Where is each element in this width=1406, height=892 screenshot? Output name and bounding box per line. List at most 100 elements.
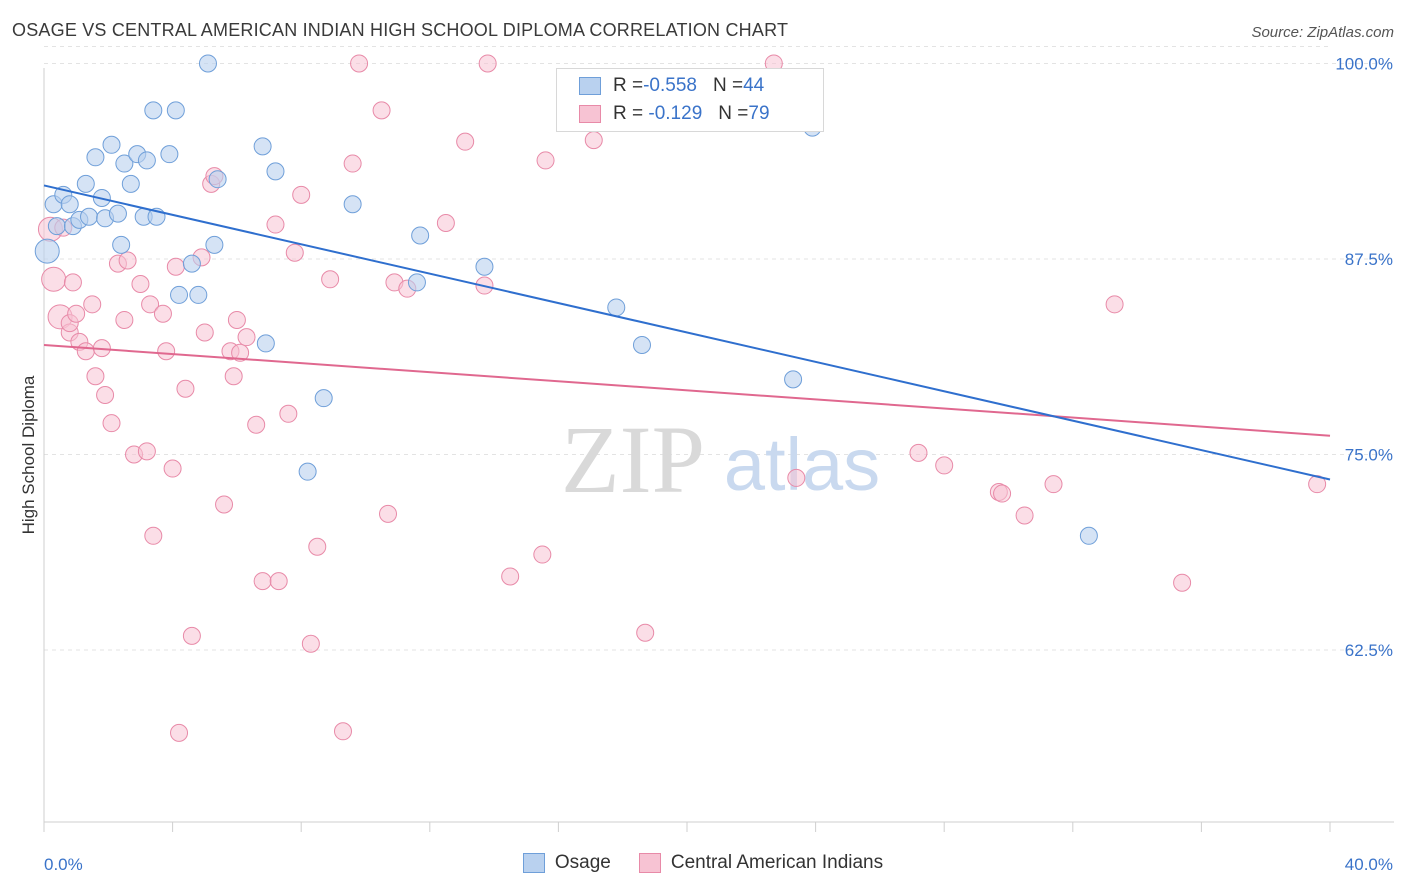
osage-point <box>34 238 60 264</box>
cai-point <box>935 456 954 475</box>
osage-point <box>208 170 227 189</box>
cai-point <box>308 537 327 556</box>
osage-point <box>115 154 134 173</box>
cai-point <box>285 243 304 262</box>
trend-lines <box>43 184 1331 481</box>
cai-point <box>96 386 115 405</box>
r-value: -0.558 <box>643 75 697 96</box>
cai-point <box>787 468 806 487</box>
cai-point <box>350 54 369 73</box>
osage-point <box>198 54 217 73</box>
axes <box>43 68 1394 832</box>
osage-point <box>108 204 127 223</box>
osage-point <box>407 273 426 292</box>
osage-point <box>205 235 224 254</box>
osage-swatch <box>579 77 601 95</box>
cai-point <box>83 295 102 314</box>
cai-point <box>1044 475 1063 494</box>
legend-label: Osage <box>554 852 611 873</box>
tick-labels: 62.5% 75.0% 87.5% 100.0% 0.0% 40.0% <box>44 54 1393 874</box>
cai-point <box>215 495 234 514</box>
series-legend: Osage Central American Indians <box>0 852 1406 874</box>
r-label: R = <box>613 75 644 96</box>
n-value: 79 <box>748 103 770 124</box>
cai-point <box>333 722 352 741</box>
osage-point <box>47 217 66 236</box>
osage-point <box>607 298 626 317</box>
series-central-american-indians <box>37 54 1327 742</box>
cai-point <box>231 343 250 362</box>
legend-row-osage: R = -0.558 N = 44 <box>579 73 764 99</box>
osage-point <box>160 145 179 164</box>
cai-point <box>478 54 497 73</box>
osage-point <box>298 462 317 481</box>
cai-point <box>131 274 150 293</box>
osage-point <box>411 226 430 245</box>
legend-row-cai: R = -0.129 N = 79 <box>579 101 770 127</box>
cai-point <box>1015 506 1034 525</box>
cai-point <box>343 154 362 173</box>
cai-point <box>501 567 520 586</box>
legend-item-cai: Central American Indians <box>638 852 884 874</box>
cai-point <box>993 484 1012 503</box>
osage-point <box>166 101 185 120</box>
cai-point <box>63 273 82 292</box>
legend-item-osage: Osage <box>522 852 611 874</box>
cai-point <box>153 304 172 323</box>
osage-point <box>632 335 651 354</box>
cai-point <box>102 414 121 433</box>
cai-swatch <box>638 853 661 873</box>
osage-point <box>76 174 95 193</box>
grid-lines <box>44 45 1394 651</box>
osage-point <box>314 389 333 408</box>
watermark-zip: ZIP <box>561 406 705 513</box>
osage-point <box>102 135 121 154</box>
cai-point <box>533 545 552 564</box>
cai-point <box>166 257 185 276</box>
y-tick-label: 62.5% <box>1345 641 1393 660</box>
osage-point <box>112 235 131 254</box>
cai-point <box>157 342 176 361</box>
osage-point <box>189 285 208 304</box>
osage-swatch <box>522 853 545 873</box>
cai-point <box>1105 295 1124 314</box>
cai-point <box>266 215 285 234</box>
cai-point <box>292 185 311 204</box>
cai-point <box>118 251 137 270</box>
cai-point <box>1173 573 1192 592</box>
correlation-legend: R = -0.558 N = 44 R = -0.129 N = 79 <box>556 68 824 132</box>
r-label: R = <box>613 103 644 124</box>
osage-point <box>343 195 362 214</box>
cai-point <box>195 323 214 342</box>
osage-point <box>1079 526 1098 545</box>
cai-point <box>182 626 201 645</box>
osage-point <box>266 162 285 181</box>
y-tick-label: 100.0% <box>1335 54 1393 73</box>
cai-point <box>456 132 475 151</box>
watermark-atlas: atlas <box>724 423 880 506</box>
cai-trend-line <box>43 343 1331 437</box>
osage-point <box>170 285 189 304</box>
cai-point <box>170 723 189 742</box>
osage-trend-line <box>43 184 1331 481</box>
cai-point <box>227 310 246 329</box>
cai-point <box>321 270 340 289</box>
n-value: 44 <box>743 75 765 96</box>
x-tick-label: 40.0% <box>1345 855 1393 874</box>
cai-point <box>269 572 288 591</box>
source-note: Source: ZipAtlas.com <box>1251 24 1394 41</box>
cai-point <box>237 328 256 347</box>
cai-point <box>379 504 398 523</box>
cai-point <box>372 101 391 120</box>
cai-point <box>144 526 163 545</box>
cai-point <box>636 623 655 642</box>
osage-point <box>253 137 272 156</box>
cai-point <box>41 266 67 292</box>
osage-point <box>182 254 201 273</box>
osage-point <box>256 334 275 353</box>
cai-point <box>247 415 266 434</box>
legend-label: Central American Indians <box>670 852 884 873</box>
osage-point <box>121 174 140 193</box>
cai-point <box>76 342 95 361</box>
osage-point <box>144 101 163 120</box>
